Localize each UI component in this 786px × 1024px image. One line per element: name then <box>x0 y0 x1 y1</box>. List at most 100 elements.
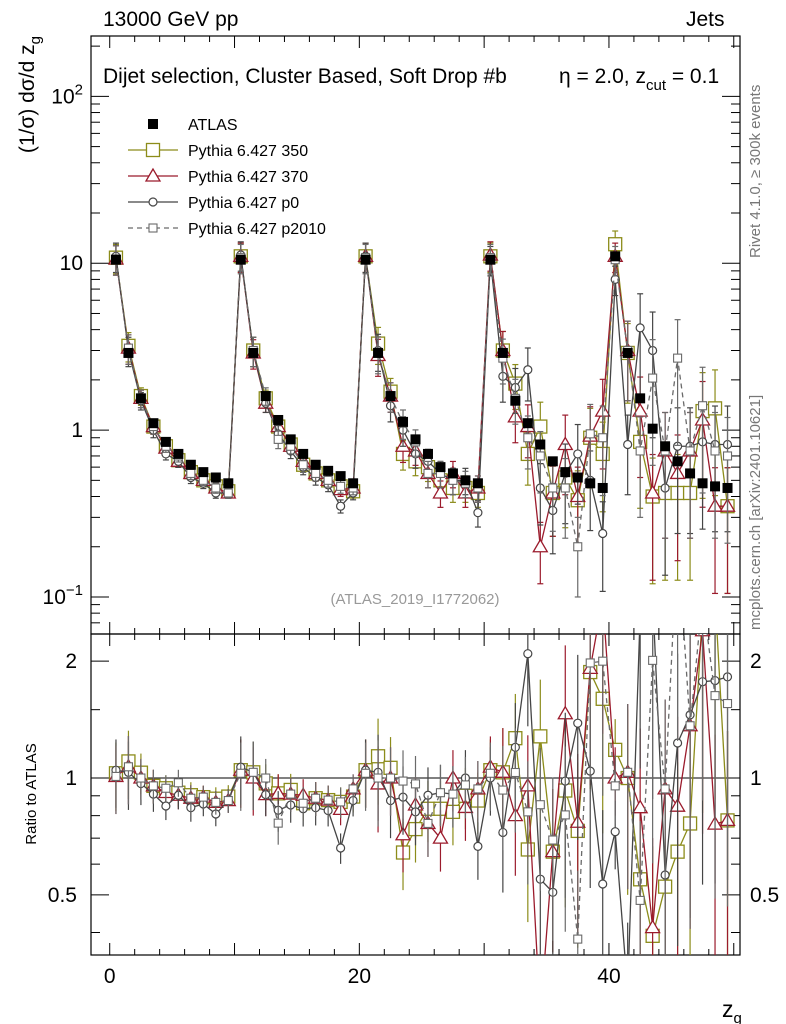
data-point <box>585 478 596 489</box>
ratio-point <box>186 793 196 803</box>
ratio-point <box>523 807 533 817</box>
data-point <box>211 483 221 493</box>
analysis-label: (ATLAS_2019_I1772062) <box>330 591 499 608</box>
data-point <box>447 468 458 479</box>
ratio-point <box>173 778 183 788</box>
ratio-point <box>535 800 545 810</box>
ratio-point <box>136 773 146 783</box>
legend-marker <box>148 197 158 207</box>
data-point <box>235 254 246 265</box>
data-point <box>535 451 545 461</box>
ratio-y-axis-label: Ratio to ATLAS <box>23 743 40 844</box>
data-point <box>722 482 733 493</box>
data-point <box>660 441 671 452</box>
data-point <box>523 433 533 443</box>
ratio-point <box>460 780 470 790</box>
data-point <box>644 484 661 499</box>
x-tick-label: 0 <box>104 965 116 988</box>
ratio-point <box>223 795 233 806</box>
ratio-point <box>533 729 548 744</box>
data-point <box>310 459 321 470</box>
legend-marker <box>145 142 161 158</box>
data-point <box>385 391 396 402</box>
ratio-point <box>161 783 171 793</box>
data-point <box>697 478 708 489</box>
ratio-point <box>148 781 158 791</box>
data-point <box>473 508 483 518</box>
data-point <box>710 481 721 492</box>
ratio-point <box>610 781 620 791</box>
data-point <box>185 459 196 470</box>
data-point <box>285 434 296 445</box>
y-axis-label: (1/σ) dσ/d zg <box>16 36 44 153</box>
ratio-point <box>635 895 645 905</box>
ratio-point <box>385 773 396 783</box>
ratio-point <box>448 789 458 799</box>
data-point <box>522 418 533 429</box>
ratio-point <box>598 656 608 666</box>
data-point <box>298 460 308 470</box>
ratio-tick-label: 2 <box>65 650 77 673</box>
rivet-version-label: Rivet 4.1.0, ≥ 300k events <box>747 84 764 258</box>
data-point <box>173 448 184 459</box>
data-point <box>585 429 595 439</box>
data-point <box>248 347 259 358</box>
ratio-point <box>644 919 661 934</box>
data-point <box>635 393 646 404</box>
ratio-point <box>336 843 346 853</box>
ratio-point <box>211 797 221 807</box>
data-point <box>335 471 346 482</box>
legend-label: ATLAS <box>188 117 238 134</box>
data-point <box>672 456 683 467</box>
ratio-point <box>398 776 408 786</box>
ratio-point <box>632 799 649 814</box>
data-point <box>435 462 446 473</box>
ratio-point <box>236 768 246 778</box>
y-tick-label: 102 <box>51 81 83 108</box>
data-point <box>123 347 134 358</box>
x-tick-label: 20 <box>348 965 371 988</box>
data-point <box>323 465 334 476</box>
data-point <box>648 373 658 383</box>
ratio-tick-label-right: 2 <box>750 650 762 673</box>
ratio-point <box>123 762 133 772</box>
ratio-point <box>423 818 433 828</box>
ratio-point <box>533 1009 547 1021</box>
ratio-point <box>373 773 383 783</box>
data-point <box>298 448 309 459</box>
ratio-point <box>523 649 533 659</box>
data-point <box>597 482 608 493</box>
ratio-point <box>510 767 520 778</box>
data-point <box>398 416 409 427</box>
data-point <box>673 353 683 363</box>
legend-label: Pythia 6.427 p2010 <box>188 221 326 238</box>
data-point <box>135 393 146 404</box>
ratio-point <box>273 818 283 828</box>
series-pythia-6-427-p2010-ratio <box>111 594 733 955</box>
data-point <box>273 434 283 444</box>
ratio-point <box>311 793 321 803</box>
ratio-point <box>573 718 583 728</box>
ratio-point <box>432 829 449 844</box>
data-point <box>186 468 196 478</box>
data-point <box>698 401 708 411</box>
ratio-point <box>685 721 695 731</box>
data-point <box>560 483 570 493</box>
ratio-point <box>473 784 483 794</box>
ratio-tick-label: 0.5 <box>48 884 77 907</box>
data-point <box>460 475 471 486</box>
ratio-point <box>473 841 483 851</box>
ratio-point <box>699 594 707 602</box>
legend-marker <box>148 223 158 233</box>
data-point <box>410 434 421 445</box>
data-point <box>622 347 633 358</box>
ratio-point <box>485 768 495 778</box>
data-point <box>523 365 533 375</box>
legend-label: Pythia 6.427 p0 <box>188 195 299 212</box>
data-point <box>647 423 658 434</box>
x-axis-label: zg <box>722 996 742 1024</box>
ratio-point <box>435 788 446 798</box>
ratio-point <box>598 879 608 889</box>
ratio-tick-label-right: 0.5 <box>750 884 779 907</box>
